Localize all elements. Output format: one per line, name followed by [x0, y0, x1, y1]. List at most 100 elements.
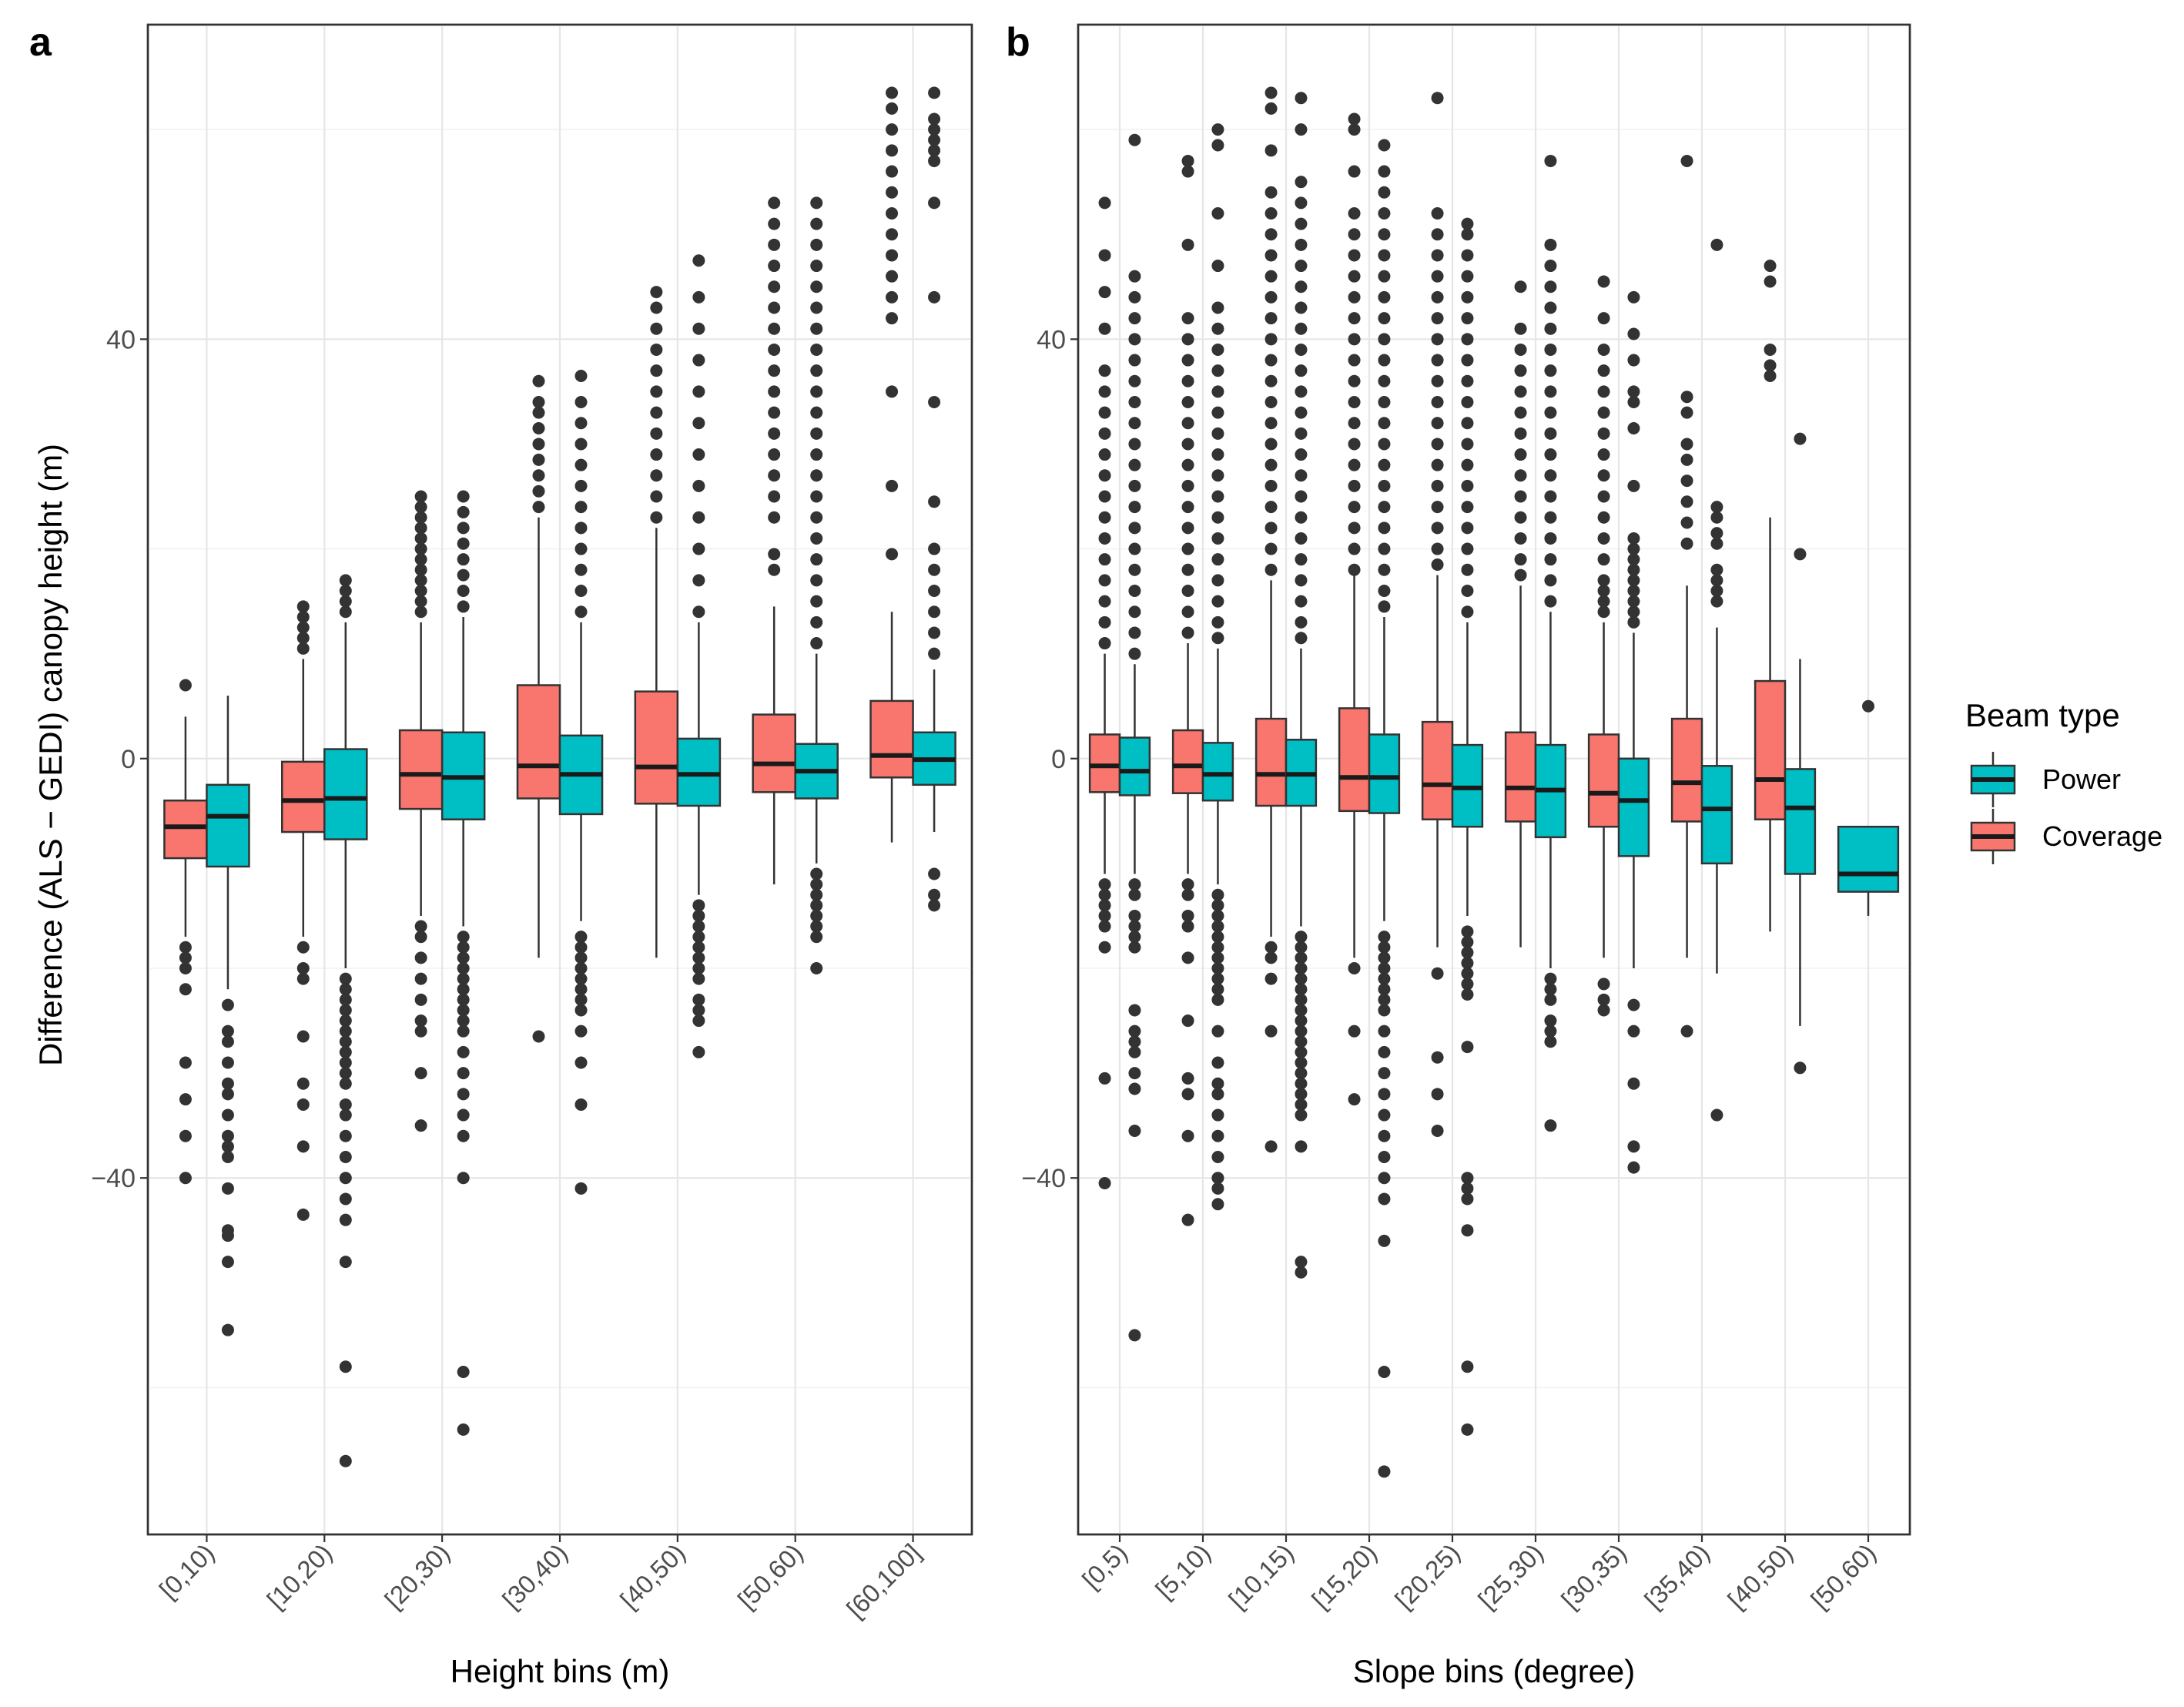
outlier-point	[1514, 322, 1527, 335]
outlier-point	[1295, 343, 1308, 356]
outlier-point	[1265, 941, 1278, 954]
outlier-point	[928, 123, 941, 136]
outlier-point	[1597, 1004, 1610, 1017]
x-tick-label: [30,35)	[1556, 1538, 1632, 1615]
outlier-point	[768, 217, 781, 230]
outlier-point	[457, 1067, 470, 1080]
outlier-point	[1514, 532, 1527, 545]
outlier-point	[1098, 385, 1111, 398]
outlier-point	[1295, 931, 1308, 944]
outlier-point	[221, 1229, 234, 1243]
outlier-point	[1348, 563, 1361, 576]
outlier-point	[928, 563, 941, 576]
outlier-point	[1461, 1360, 1474, 1373]
outlier-point	[1211, 920, 1224, 933]
outlier-point	[1544, 364, 1557, 377]
box-iqr	[634, 690, 679, 805]
outlier-point	[692, 962, 705, 974]
x-tick-label: [10,20)	[261, 1538, 337, 1615]
outlier-point	[1597, 585, 1610, 597]
outlier-point	[1378, 993, 1391, 1006]
outlier-point	[1295, 1108, 1308, 1122]
outlier-point	[1378, 207, 1391, 220]
outlier-point	[1211, 385, 1224, 398]
box-iqr	[1754, 679, 1787, 820]
outlier-point	[692, 1014, 705, 1028]
outlier-point	[1627, 1025, 1640, 1038]
outlier-point	[1378, 1192, 1391, 1206]
outlier-point	[1265, 1025, 1278, 1038]
outlier-point	[1764, 275, 1777, 288]
x-tick-label: [0,5)	[1077, 1538, 1133, 1595]
outlier-point	[1128, 563, 1141, 576]
outlier-point	[574, 396, 588, 408]
outlier-point	[1597, 427, 1610, 440]
outlier-point	[1265, 458, 1278, 471]
outlier-point	[1265, 333, 1278, 346]
outlier-point	[1098, 249, 1111, 262]
outlier-point	[1710, 511, 1723, 524]
box-iqr	[1700, 765, 1733, 865]
outlier-point	[1295, 972, 1308, 985]
outlier-point	[532, 396, 545, 408]
outlier-point	[1461, 1423, 1474, 1436]
outlier-point	[1265, 542, 1278, 555]
outlier-point	[414, 605, 427, 619]
box-power-2	[440, 490, 486, 1436]
outlier-point	[1627, 595, 1640, 608]
outlier-point	[1211, 139, 1224, 152]
outlier-point	[1514, 448, 1527, 461]
outlier-point	[1378, 1129, 1391, 1142]
outlier-point	[1265, 438, 1278, 451]
outlier-point	[768, 280, 781, 293]
outlier-point	[1461, 479, 1474, 492]
outlier-point	[1181, 920, 1194, 933]
outlier-point	[1295, 1067, 1308, 1080]
outlier-point	[692, 322, 705, 335]
outlier-point	[1544, 1119, 1557, 1132]
outlier-point	[1128, 920, 1141, 933]
outlier-point	[1544, 322, 1557, 335]
outlier-point	[221, 1025, 234, 1038]
outlier-point	[886, 290, 899, 304]
box-power-7	[1700, 238, 1733, 1122]
outlier-point	[339, 1213, 352, 1226]
outlier-point	[1128, 438, 1141, 451]
outlier-point	[339, 1025, 352, 1038]
outlier-point	[339, 1014, 352, 1028]
outlier-point	[1378, 165, 1391, 178]
outlier-point	[928, 888, 941, 901]
outlier-point	[1680, 438, 1693, 451]
outlier-point	[1128, 479, 1141, 492]
outlier-point	[414, 951, 427, 964]
box-iqr	[1617, 757, 1650, 857]
box-coverage-2	[398, 490, 444, 1132]
outlier-point	[1461, 438, 1474, 451]
outlier-point	[1128, 396, 1141, 408]
outlier-point	[1710, 574, 1723, 587]
outlier-point	[1295, 1056, 1308, 1069]
outlier-point	[928, 626, 941, 639]
outlier-point	[1544, 993, 1557, 1006]
outlier-point	[650, 448, 663, 461]
outlier-point	[810, 448, 823, 461]
outlier-point	[1348, 458, 1361, 471]
outlier-point	[928, 647, 941, 660]
outlier-point	[339, 1056, 352, 1069]
outlier-point	[810, 878, 823, 891]
outlier-point	[1265, 417, 1278, 430]
outlier-point	[886, 86, 899, 99]
box-coverage-8	[1754, 260, 1787, 932]
outlier-point	[768, 364, 781, 377]
outlier-point	[1378, 479, 1391, 492]
outlier-point	[1211, 511, 1224, 524]
outlier-point	[886, 102, 899, 115]
outlier-point	[1181, 605, 1194, 619]
outlier-point	[339, 605, 352, 619]
outlier-point	[532, 501, 545, 514]
outlier-point	[574, 941, 588, 954]
outlier-point	[1181, 1213, 1194, 1226]
outlier-point	[1295, 1077, 1308, 1090]
outlier-point	[692, 290, 705, 304]
outlier-point	[1348, 374, 1361, 387]
